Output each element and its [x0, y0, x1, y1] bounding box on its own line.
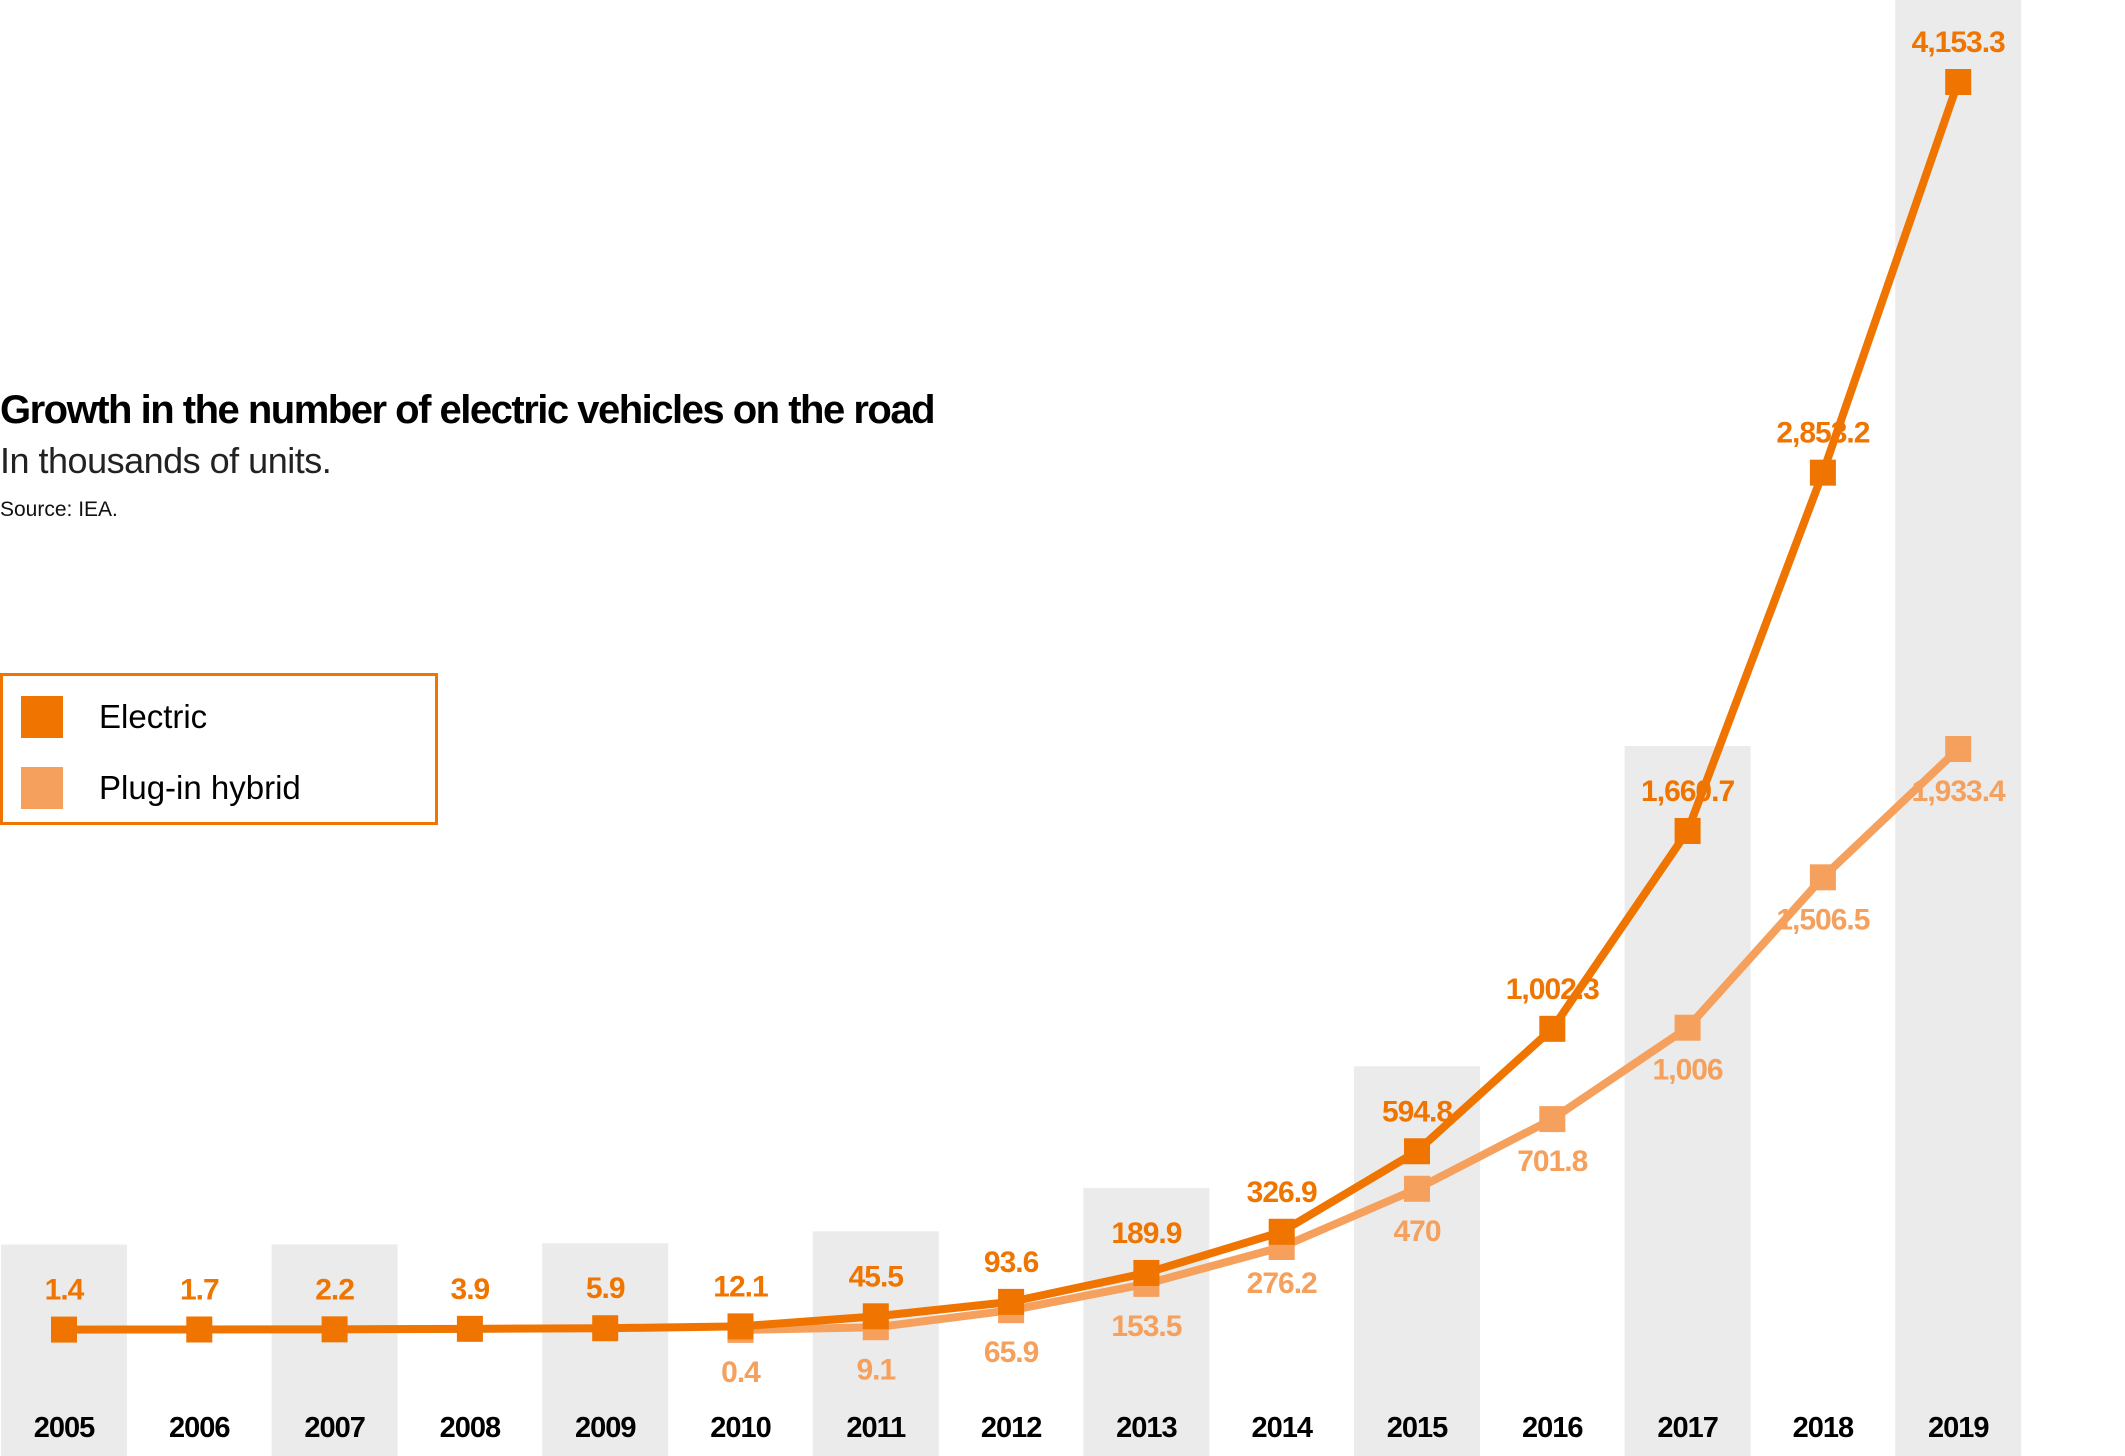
legend-swatch-electric	[21, 696, 63, 738]
data-point	[998, 1288, 1025, 1315]
data-label: 1,006	[1653, 1054, 1723, 1087]
x-tick-label: 2013	[1116, 1412, 1177, 1444]
data-label: 1,002.3	[1506, 973, 1599, 1006]
data-point	[1945, 736, 1972, 763]
x-tick-label: 2006	[169, 1412, 230, 1444]
data-label: 1.4	[45, 1274, 85, 1307]
background-band	[271, 1244, 398, 1456]
chart-title: Growth in the number of electric vehicle…	[0, 388, 936, 432]
chart-subtitle: In thousands of units.	[0, 440, 332, 481]
data-point	[1268, 1218, 1295, 1245]
data-point	[321, 1316, 348, 1343]
data-label: 9.1	[856, 1353, 895, 1386]
x-tick-label: 2012	[981, 1412, 1042, 1444]
data-point	[727, 1313, 754, 1340]
data-point	[456, 1315, 483, 1342]
x-tick-label: 2016	[1522, 1412, 1583, 1444]
data-label: 93.6	[984, 1246, 1039, 1279]
x-tick-label: 2014	[1251, 1412, 1312, 1444]
data-point	[1809, 459, 1836, 486]
x-tick-label: 2010	[710, 1412, 771, 1444]
data-point	[1945, 69, 1972, 95]
data-point	[1404, 1175, 1430, 1202]
data-label: 3.9	[451, 1273, 490, 1306]
data-point	[1133, 1259, 1160, 1286]
background-band	[1354, 1066, 1480, 1456]
data-point	[1674, 1014, 1701, 1041]
legend-swatch-plug-in-hybrid	[21, 767, 63, 809]
background-band	[1624, 745, 1751, 1456]
data-label: 1,660.7	[1641, 775, 1734, 808]
data-label: 0.4	[721, 1356, 761, 1389]
x-tick-label: 2017	[1657, 1412, 1718, 1444]
data-label: 12.1	[713, 1270, 768, 1303]
x-tick-label: 2008	[440, 1412, 501, 1444]
data-point	[186, 1316, 213, 1343]
data-label: 65.9	[984, 1336, 1039, 1369]
legend: Electric Plug-in hybrid	[0, 673, 438, 825]
data-label: 2.2	[315, 1273, 354, 1306]
data-label: 4,153.3	[1912, 26, 2005, 59]
data-label: 1,506.5	[1776, 903, 1869, 936]
data-point	[51, 1316, 77, 1343]
data-point	[1809, 864, 1836, 891]
data-label: 2,853.2	[1776, 417, 1869, 450]
x-tick-label: 2007	[304, 1412, 365, 1444]
background-band	[812, 1231, 939, 1456]
data-label: 594.8	[1382, 1095, 1452, 1128]
data-label: 1,933.4	[1912, 775, 2006, 808]
data-label: 45.5	[849, 1260, 904, 1293]
x-tick-label: 2005	[34, 1412, 95, 1444]
legend-label: Electric	[99, 698, 208, 735]
series-line-plug-in-hybrid	[740, 746, 1961, 1334]
x-tick-label: 2009	[575, 1412, 636, 1444]
data-label: 701.8	[1517, 1145, 1587, 1178]
background-band	[542, 1243, 669, 1456]
legend-item-plug-in-hybrid: Plug-in hybrid	[21, 767, 301, 809]
data-point	[1539, 1106, 1566, 1133]
background-band	[1895, 0, 2022, 1456]
x-tick-label: 2019	[1928, 1412, 1989, 1444]
data-point	[592, 1315, 619, 1342]
data-label: 470	[1393, 1215, 1440, 1248]
data-point	[1404, 1138, 1430, 1165]
data-point	[862, 1303, 889, 1330]
background-band	[1083, 1187, 1210, 1456]
background-band	[1, 1244, 127, 1456]
x-tick-label: 2015	[1387, 1412, 1448, 1444]
legend-item-electric: Electric	[21, 696, 207, 738]
x-tick-label: 2018	[1793, 1412, 1854, 1444]
data-label: 5.9	[586, 1272, 625, 1305]
chart-source: Source: IEA.	[0, 498, 118, 521]
data-label: 1.7	[180, 1273, 219, 1306]
data-label: 189.9	[1111, 1217, 1181, 1250]
data-label: 276.2	[1247, 1267, 1317, 1300]
data-point	[1674, 817, 1701, 844]
data-label: 153.5	[1111, 1310, 1181, 1343]
data-label: 326.9	[1247, 1176, 1317, 1209]
data-point	[1539, 1015, 1566, 1042]
x-tick-label: 2011	[846, 1412, 906, 1444]
legend-label: Plug-in hybrid	[99, 769, 301, 806]
